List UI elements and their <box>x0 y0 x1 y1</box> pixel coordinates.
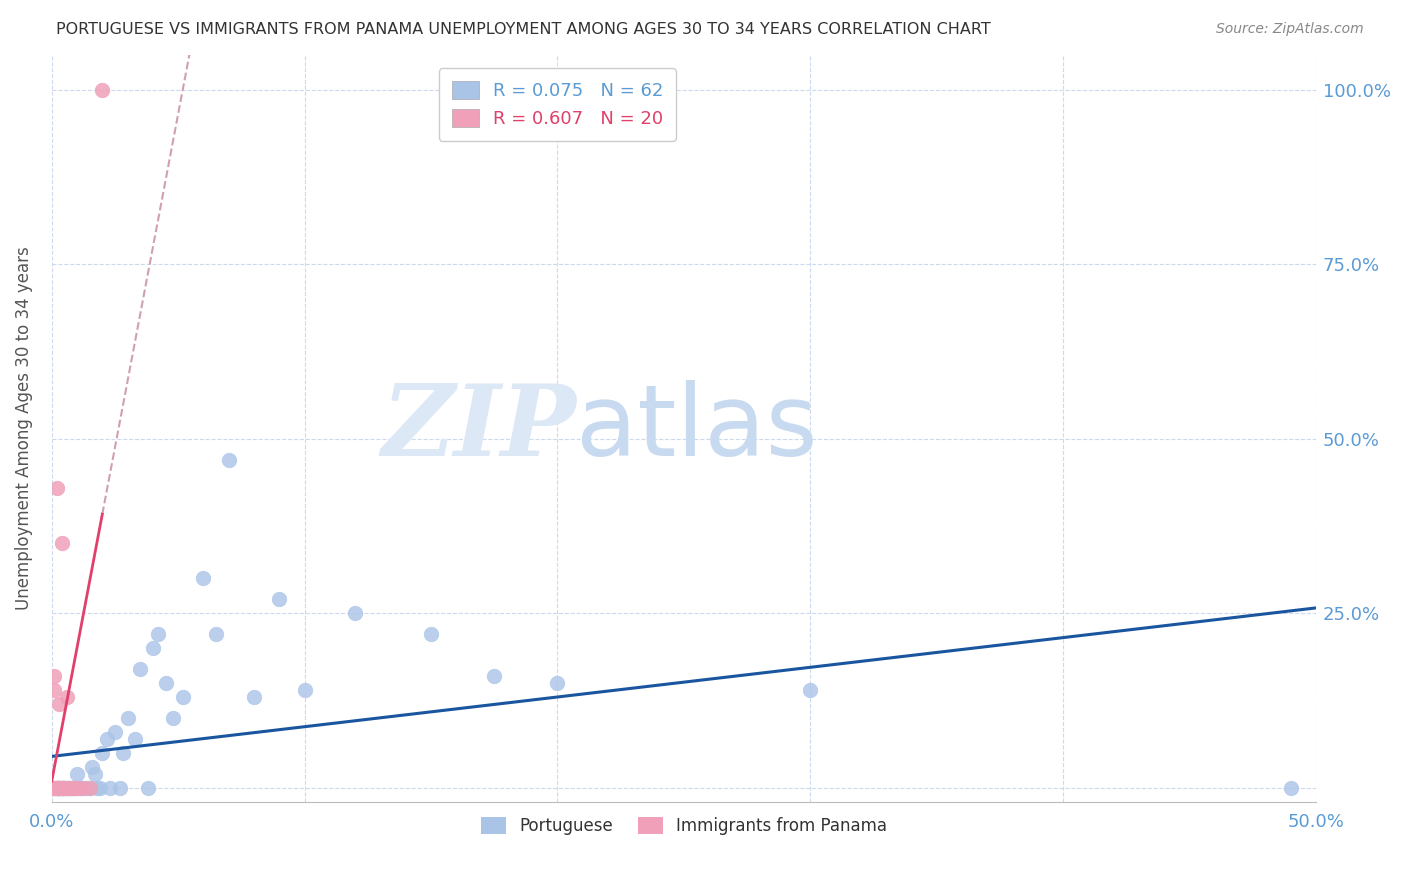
Point <box>51 780 73 795</box>
Point <box>484 669 506 683</box>
Point <box>83 766 105 780</box>
Point <box>48 780 70 795</box>
Point <box>48 780 70 795</box>
Point <box>41 780 63 795</box>
Point <box>205 627 228 641</box>
Point <box>91 83 114 97</box>
Point <box>56 780 79 795</box>
Text: Source: ZipAtlas.com: Source: ZipAtlas.com <box>1216 22 1364 37</box>
Point <box>51 536 73 550</box>
Point <box>799 682 821 697</box>
Point <box>86 780 108 795</box>
Point <box>56 690 79 704</box>
Point <box>66 780 89 795</box>
Point <box>58 780 80 795</box>
Point <box>48 697 70 711</box>
Point <box>53 780 76 795</box>
Text: PORTUGUESE VS IMMIGRANTS FROM PANAMA UNEMPLOYMENT AMONG AGES 30 TO 34 YEARS CORR: PORTUGUESE VS IMMIGRANTS FROM PANAMA UNE… <box>56 22 991 37</box>
Point <box>73 780 96 795</box>
Point <box>56 780 79 795</box>
Point <box>91 746 114 760</box>
Point <box>45 481 67 495</box>
Point <box>294 682 316 697</box>
Legend: Portuguese, Immigrants from Panama: Portuguese, Immigrants from Panama <box>471 807 897 846</box>
Point <box>546 676 568 690</box>
Point <box>56 780 79 795</box>
Point <box>76 780 98 795</box>
Point <box>44 682 66 697</box>
Point <box>117 711 139 725</box>
Point <box>136 780 159 795</box>
Point <box>63 780 86 795</box>
Point <box>60 780 83 795</box>
Point <box>53 780 76 795</box>
Point <box>108 780 131 795</box>
Point <box>45 780 67 795</box>
Point <box>44 669 66 683</box>
Point <box>162 711 184 725</box>
Point <box>89 780 111 795</box>
Point <box>155 676 177 690</box>
Point <box>51 780 73 795</box>
Point <box>48 780 70 795</box>
Point <box>58 780 80 795</box>
Point <box>51 780 73 795</box>
Point <box>420 627 443 641</box>
Point <box>146 627 169 641</box>
Point <box>193 571 215 585</box>
Point <box>1279 780 1302 795</box>
Point <box>63 780 86 795</box>
Point <box>48 780 70 795</box>
Text: atlas: atlas <box>576 380 818 477</box>
Point <box>172 690 194 704</box>
Y-axis label: Unemployment Among Ages 30 to 34 years: Unemployment Among Ages 30 to 34 years <box>15 246 32 610</box>
Point <box>60 780 83 795</box>
Point <box>243 690 266 704</box>
Point <box>41 780 63 795</box>
Point <box>79 780 101 795</box>
Point <box>44 780 66 795</box>
Point <box>51 780 73 795</box>
Point <box>218 452 240 467</box>
Point <box>66 780 89 795</box>
Point <box>53 780 76 795</box>
Point <box>44 780 66 795</box>
Point <box>79 780 101 795</box>
Point <box>344 606 367 620</box>
Text: ZIP: ZIP <box>381 380 576 476</box>
Point <box>66 766 89 780</box>
Point <box>98 780 121 795</box>
Point <box>70 780 93 795</box>
Point <box>45 780 67 795</box>
Point <box>58 780 80 795</box>
Point <box>41 780 63 795</box>
Point <box>69 780 91 795</box>
Point <box>41 780 63 795</box>
Point <box>70 780 93 795</box>
Point <box>96 731 118 746</box>
Point <box>142 641 165 656</box>
Point <box>104 724 127 739</box>
Point <box>45 780 67 795</box>
Point <box>48 780 70 795</box>
Point <box>111 746 134 760</box>
Point <box>124 731 146 746</box>
Point <box>129 662 152 676</box>
Point <box>53 780 76 795</box>
Point <box>269 592 291 607</box>
Point <box>60 780 83 795</box>
Point <box>45 780 67 795</box>
Point <box>82 760 104 774</box>
